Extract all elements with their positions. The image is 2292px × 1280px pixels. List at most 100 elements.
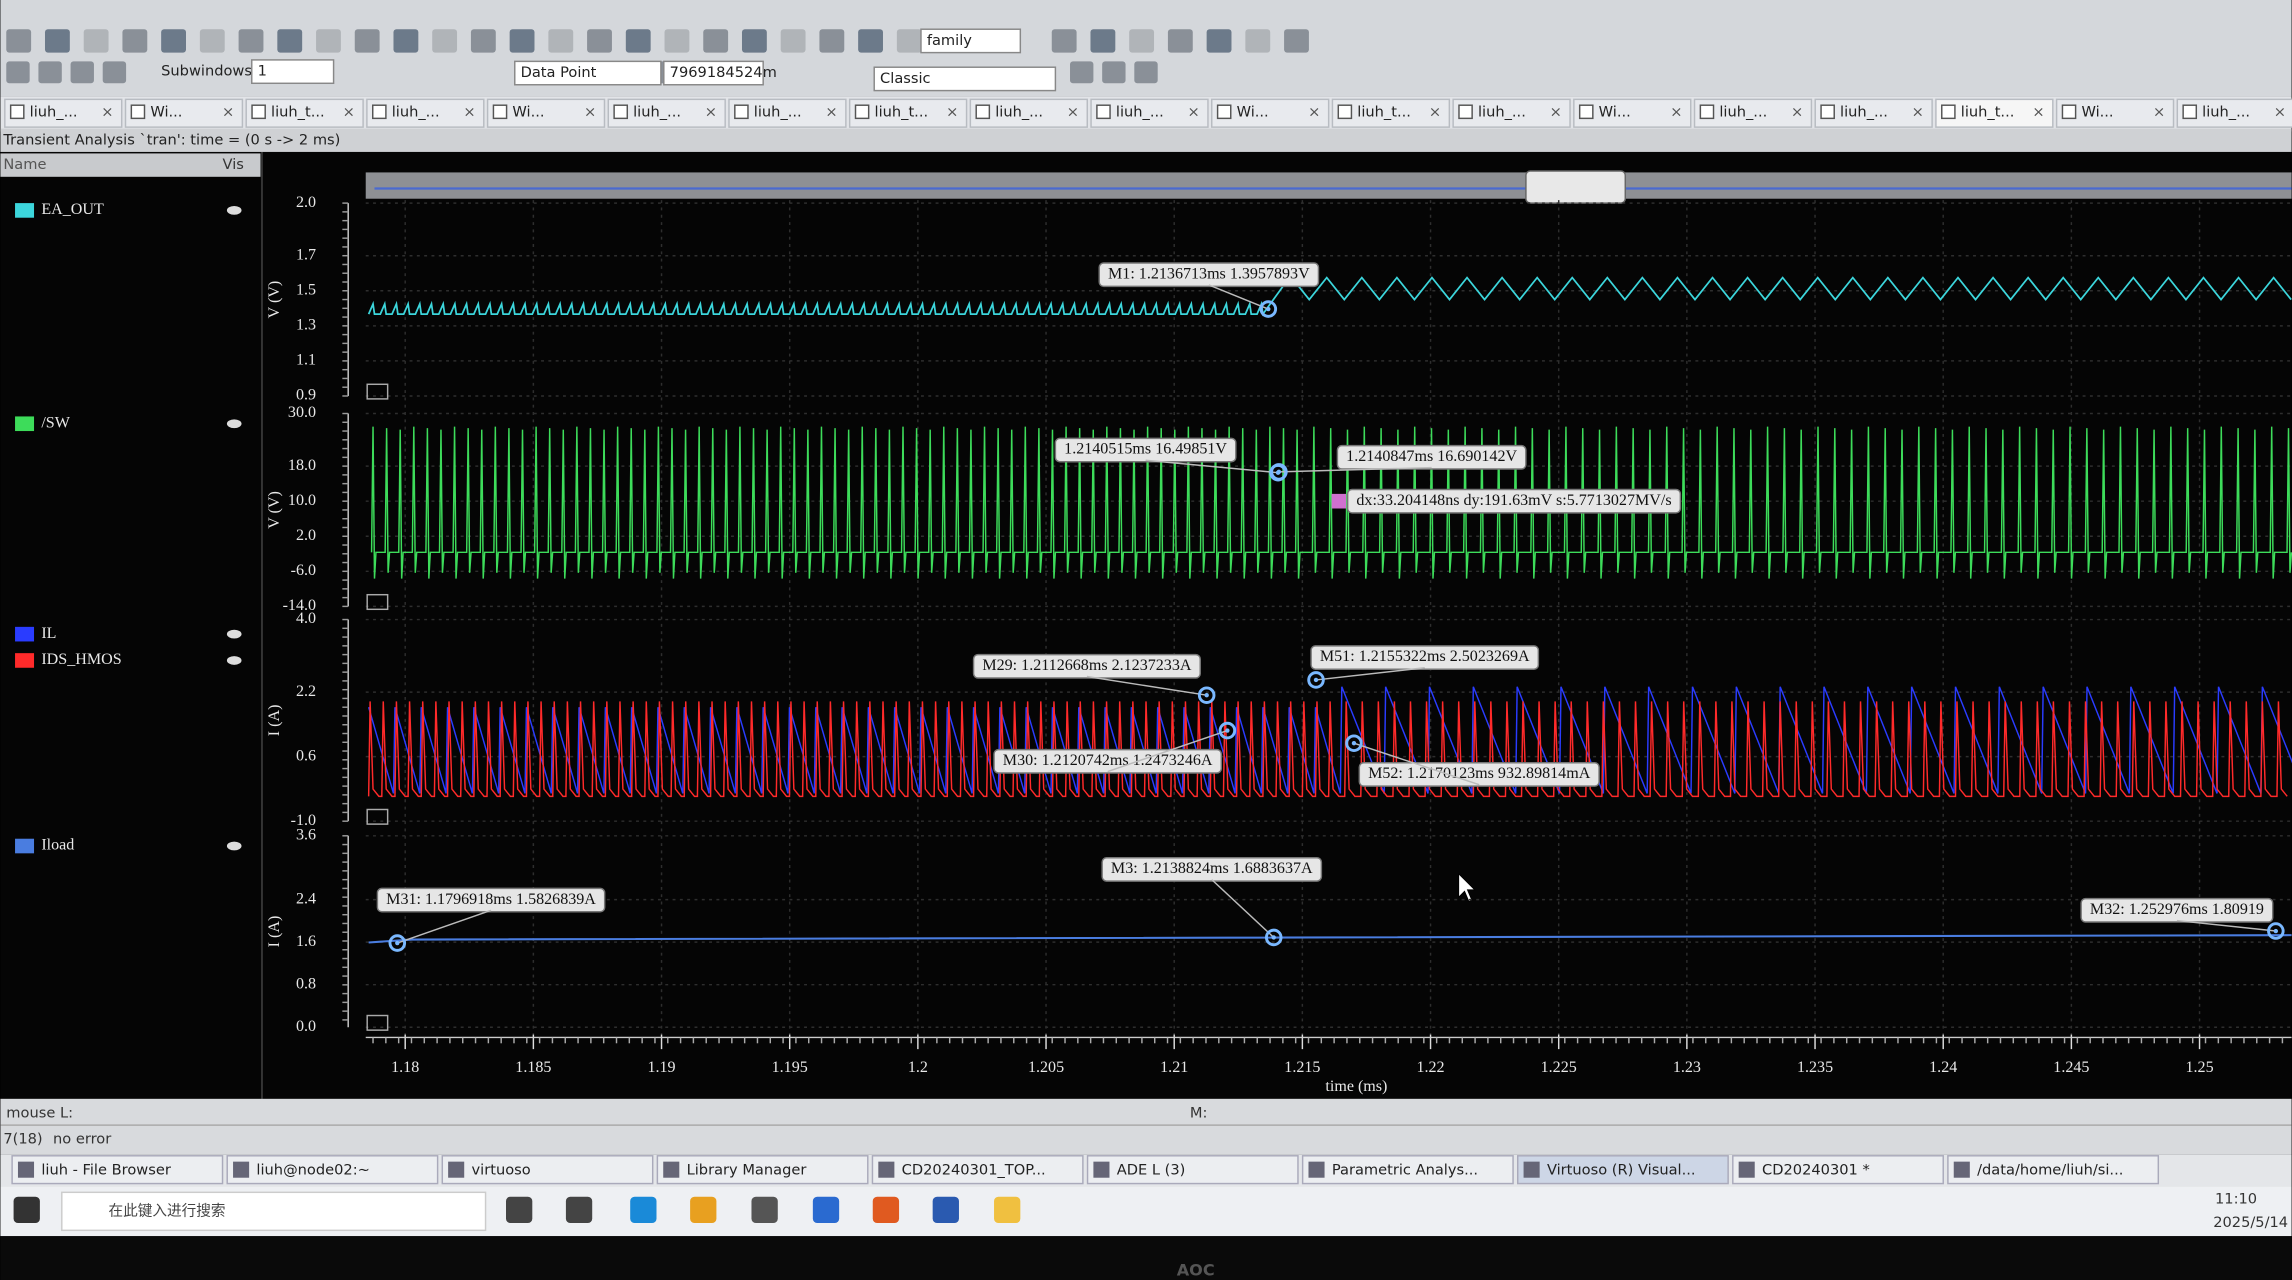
tool-icon[interactable] [83, 29, 109, 53]
tool-icon[interactable] [1129, 29, 1155, 53]
tool-icon[interactable] [1206, 29, 1232, 53]
taskbar-icon[interactable] [565, 1196, 593, 1224]
tool-icon[interactable] [102, 61, 127, 84]
marker[interactable] [1197, 686, 1216, 704]
tool-icon[interactable] [470, 29, 496, 53]
visibility-icon[interactable] [226, 841, 242, 851]
tab-checkbox[interactable] [613, 104, 629, 120]
coordinate-field-box[interactable] [663, 60, 764, 86]
tool-icon[interactable] [6, 29, 32, 53]
marker[interactable] [1218, 721, 1237, 740]
taskbar-icon[interactable] [751, 1196, 778, 1224]
tab-checkbox[interactable] [130, 104, 146, 120]
tab-checkbox[interactable] [372, 104, 387, 120]
tab-checkbox[interactable] [492, 104, 508, 120]
pane-expand[interactable] [366, 383, 389, 400]
taskbar-icon[interactable] [994, 1196, 1021, 1224]
tool-icon[interactable] [354, 29, 380, 53]
family-select-box[interactable] [920, 28, 1022, 54]
tool-icon[interactable] [780, 29, 806, 53]
tab-checkbox[interactable] [1699, 104, 1715, 120]
tool-icon[interactable] [432, 29, 458, 53]
style-select-box[interactable] [873, 66, 1057, 92]
tab-checkbox[interactable] [2182, 104, 2198, 120]
tab-checkbox[interactable] [1458, 104, 1473, 120]
tool-icon[interactable] [625, 29, 651, 53]
tool-icon[interactable] [1167, 29, 1193, 53]
taskbar-icon[interactable] [506, 1196, 533, 1224]
tool-icon[interactable] [1070, 61, 1094, 84]
tool-icon[interactable] [1102, 61, 1126, 84]
taskbar-icon[interactable] [872, 1196, 900, 1224]
marker[interactable] [1270, 463, 1288, 481]
tab-checkbox[interactable] [251, 104, 266, 120]
data-point-select-box[interactable] [514, 60, 662, 86]
app-button[interactable] [1947, 1155, 2160, 1185]
tool-icon[interactable] [199, 29, 225, 53]
pane-expand[interactable] [366, 1014, 389, 1031]
tool-icon[interactable] [587, 29, 612, 53]
signal-name[interactable]: IDS_HMOS [41, 651, 121, 668]
app-button[interactable] [1086, 1155, 1299, 1185]
tool-icon[interactable] [741, 29, 767, 53]
tab-checkbox[interactable] [1096, 104, 1111, 120]
tab-checkbox[interactable] [1941, 104, 1956, 120]
visibility-icon[interactable] [226, 206, 242, 215]
signal-name[interactable]: IL [41, 625, 56, 642]
tab-checkbox[interactable] [1216, 104, 1232, 120]
tool-icon[interactable] [896, 29, 922, 53]
tab-checkbox[interactable] [1578, 104, 1594, 120]
app-button[interactable] [226, 1155, 439, 1185]
tool-icon[interactable] [819, 29, 845, 53]
tool-icon[interactable] [1090, 29, 1116, 53]
tab[interactable] [1090, 98, 1209, 128]
app-button[interactable] [871, 1155, 1084, 1185]
tool-icon[interactable] [858, 29, 883, 53]
tab-checkbox[interactable] [975, 104, 991, 120]
tool-icon[interactable] [664, 29, 690, 53]
signal-name[interactable]: /SW [41, 414, 70, 431]
signal-name[interactable]: Iload [41, 837, 74, 854]
tool-icon[interactable] [1134, 61, 1158, 84]
tool-icon[interactable] [509, 29, 535, 53]
taskbar-icon[interactable] [630, 1196, 657, 1224]
tool-icon[interactable] [1245, 29, 1271, 53]
app-button[interactable] [1732, 1155, 1944, 1185]
tool-icon[interactable] [1284, 29, 1309, 53]
tool-icon[interactable] [548, 29, 574, 53]
signal-name[interactable]: EA_OUT [41, 201, 104, 218]
tool-icon[interactable] [393, 29, 419, 53]
marker[interactable] [1259, 300, 1278, 318]
tool-icon[interactable] [238, 29, 264, 53]
marker[interactable] [2267, 922, 2285, 940]
taskbar-icon[interactable] [690, 1196, 717, 1224]
app-button[interactable] [656, 1155, 869, 1185]
tab[interactable] [245, 98, 364, 128]
tab-checkbox[interactable] [1337, 104, 1353, 120]
tab-checkbox[interactable] [9, 104, 25, 120]
tool-icon[interactable] [44, 29, 70, 53]
scroll-thumb[interactable] [1525, 170, 1626, 204]
subwindows-select-box[interactable] [251, 59, 335, 85]
tab-checkbox[interactable] [734, 104, 749, 120]
tab-checkbox[interactable] [854, 104, 870, 120]
tool-icon[interactable] [6, 61, 30, 84]
visibility-icon[interactable] [226, 419, 242, 429]
taskbar-icon[interactable] [932, 1196, 959, 1224]
tool-icon[interactable] [38, 61, 62, 84]
taskbar-icon[interactable] [13, 1196, 40, 1224]
app-button[interactable] [1301, 1155, 1514, 1185]
tool-icon[interactable] [703, 29, 729, 53]
tool-icon[interactable] [161, 29, 186, 53]
taskbar-icon[interactable] [812, 1196, 840, 1224]
tool-icon[interactable] [277, 29, 303, 53]
visibility-icon[interactable] [226, 656, 242, 665]
app-button[interactable] [1516, 1155, 1729, 1185]
pane-expand[interactable] [366, 593, 389, 611]
tab-checkbox[interactable] [1820, 104, 1835, 120]
marker[interactable] [1345, 734, 1363, 753]
tool-icon[interactable] [122, 29, 148, 53]
marker[interactable] [1264, 928, 1283, 947]
tab-checkbox[interactable] [2061, 104, 2077, 120]
tool-icon[interactable] [1051, 29, 1077, 53]
